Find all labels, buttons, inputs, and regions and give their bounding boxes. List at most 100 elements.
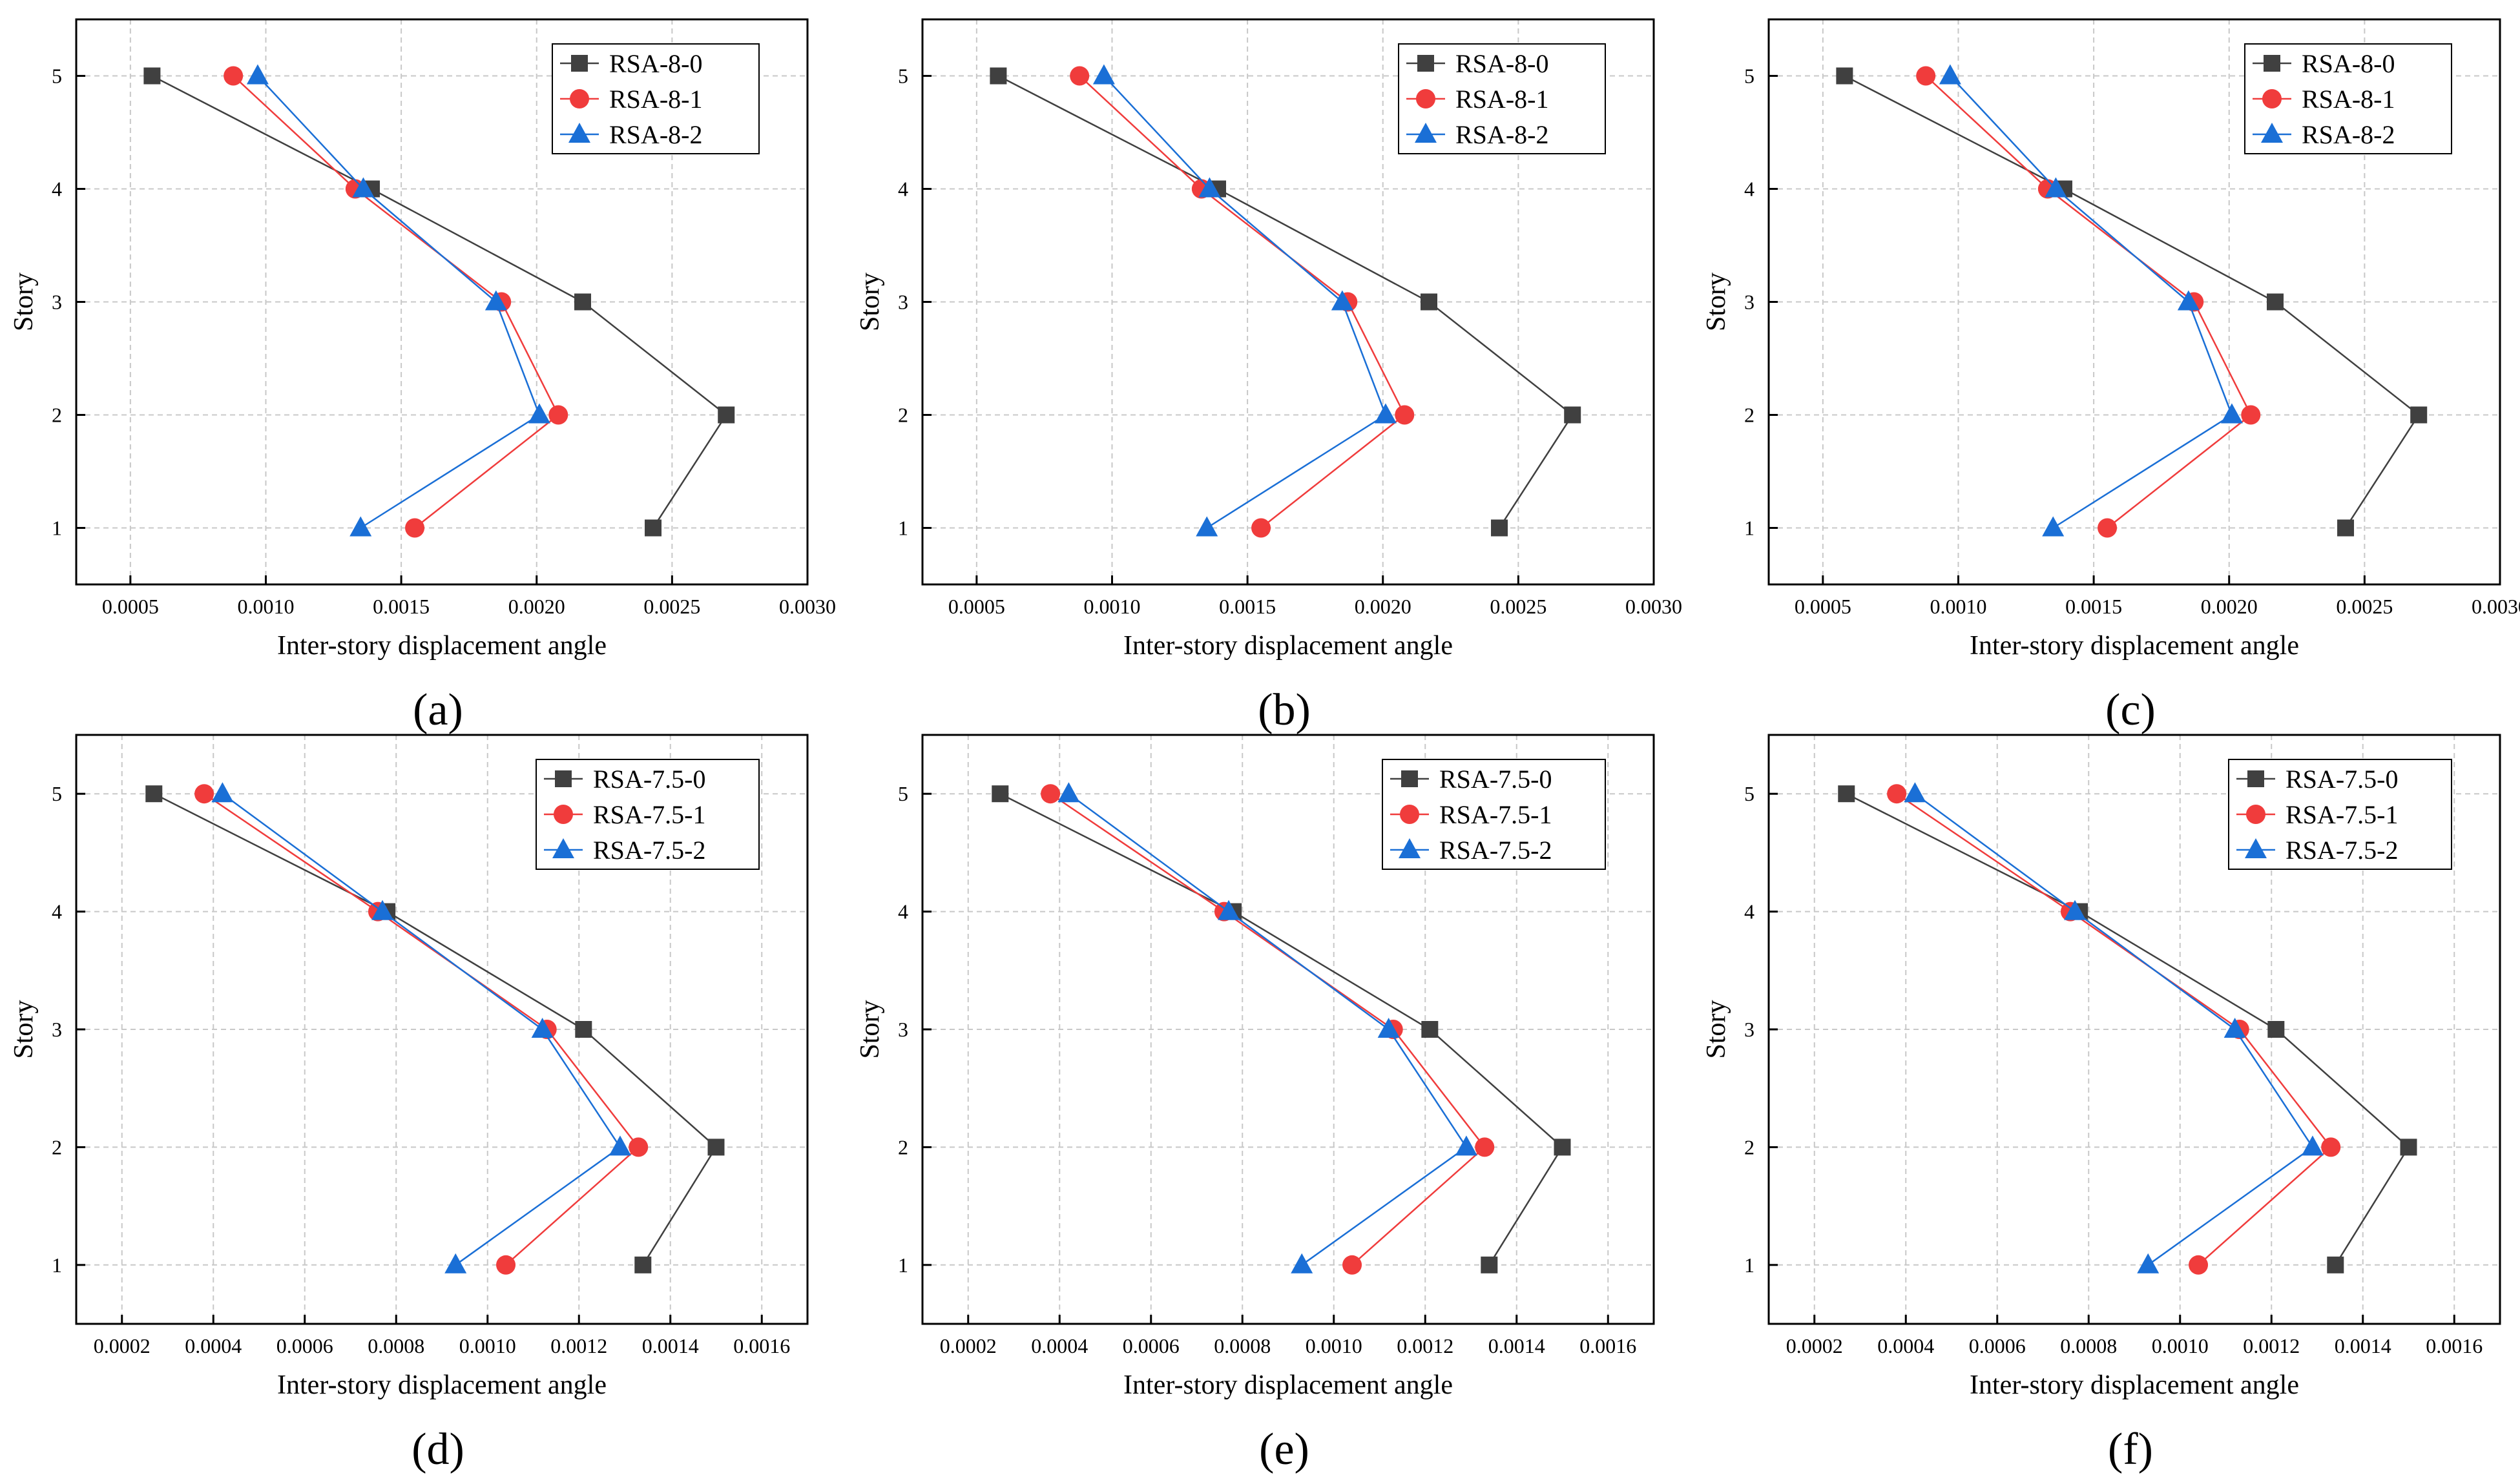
data-point-square [2410,406,2428,424]
data-point-triangle [1057,782,1080,803]
y-tick-label: 4 [52,900,62,923]
data-point-triangle [1904,782,1926,803]
x-tick-label: 0.0010 [1930,595,1986,618]
x-tick-label: 0.0008 [2060,1334,2117,1357]
x-tick-label: 0.0006 [1123,1334,1180,1357]
x-tick-label: 0.0010 [2152,1334,2209,1357]
chart-panel-e: 0.0002 0.0004 0.0006 0.0008 0.0010 0.0012 0.00… [855,734,1655,1474]
legend-label: RSA-8-1 [1455,85,1548,114]
x-tick-label: 0.0020 [2201,595,2258,618]
y-tick-label: 1 [52,517,62,540]
y-tick-label: 1 [1744,517,1755,540]
legend-label: RSA-7.5-2 [1439,836,1552,865]
x-tick-label: 0.0012 [550,1334,607,1357]
x-axis-title: Inter-story displacement angle [277,1370,607,1400]
y-tick-label: 5 [52,782,62,805]
legend-marker-square [1417,55,1434,72]
series-RSA-7.5-2 [1904,782,2324,1273]
data-point-circle [1342,1255,1362,1275]
data-point-circle [1041,784,1061,804]
legend-label: RSA-8-0 [609,49,702,78]
series-RSA-8-0 [1836,67,2428,537]
data-point-circle [2098,518,2118,538]
x-tick-label: 0.0008 [368,1334,424,1357]
y-tick-label: 1 [898,517,908,540]
x-tick-label: 0.0025 [2336,595,2393,618]
x-tick-label: 0.0014 [2335,1334,2391,1357]
data-point-square [1421,293,1438,311]
chart-panel-c: 0.0005 0.0010 0.0015 0.0020 0.0025 0.0030 1 2 3 4… [1702,18,2520,735]
data-point-square [1554,1139,1571,1156]
data-point-circle [548,405,568,425]
x-tick-label: 0.0012 [2243,1334,2300,1357]
data-point-square [1838,785,1855,803]
y-axis-title: Story [9,273,39,331]
legend-marker-triangle [552,838,574,858]
y-tick-label: 5 [898,65,908,88]
data-point-triangle [352,177,375,198]
data-point-square [2267,1021,2285,1038]
y-tick-label: 1 [52,1253,62,1277]
x-tick-label: 0.0005 [948,595,1005,618]
y-tick-label: 2 [52,1135,62,1159]
legend: RSA-7.5-0 RSA-7.5-1 RSA-7.5-2 [536,759,760,870]
legend-label: RSA-8-2 [609,120,702,149]
data-point-circle [1916,66,1936,86]
y-tick-label: 4 [1744,178,1755,201]
data-point-triangle [246,64,269,85]
data-point-triangle [371,900,394,920]
panel-label: (e) [1259,1425,1309,1474]
legend-marker-triangle [2245,838,2267,858]
data-point-circle [2321,1137,2341,1157]
series-RSA-7.5-2 [1057,782,1477,1273]
y-tick-label: 1 [1744,1253,1755,1277]
data-point-triangle [2137,1253,2160,1273]
data-point-square [707,1139,725,1156]
data-point-triangle [2301,1135,2324,1156]
data-point-triangle [1455,1135,1477,1156]
y-axis-title: Story [1702,1000,1731,1058]
chart-panel-d: 0.0002 0.0004 0.0006 0.0008 0.0010 0.0012 0.00… [9,734,809,1474]
panel-label: (a) [413,685,463,735]
legend-label: RSA-7.5-1 [593,800,705,829]
x-tick-label: 0.0025 [1490,595,1546,618]
legend-marker-triangle [568,123,590,143]
data-point-triangle [1331,290,1353,311]
data-point-circle [496,1255,516,1275]
panel-label: (f) [2108,1425,2153,1474]
data-point-triangle [2177,290,2200,311]
series-RSA-8-2 [246,64,550,537]
x-tick-label: 0.0016 [1579,1334,1636,1357]
data-point-square [718,406,735,424]
legend-marker-square [1401,770,1418,787]
panel-label: (c) [2105,685,2156,735]
x-tick-label: 0.0008 [1214,1334,1271,1357]
y-tick-label: 2 [898,1135,908,1159]
x-tick-label: 0.0020 [1355,595,1411,618]
x-tick-label: 0.0010 [459,1334,516,1357]
y-tick-label: 3 [52,291,62,314]
chart-panel-f: 0.0002 0.0004 0.0006 0.0008 0.0010 0.0012 0.00… [1702,734,2501,1474]
data-point-square [1481,1256,1498,1273]
chart-panel-a: 0.0005 0.0010 0.0015 0.0020 0.0025 0.0030 1 2 3 4… [9,18,836,735]
legend-label: RSA-7.5-0 [1439,765,1552,794]
y-axis-title: Story [9,1000,39,1058]
y-tick-label: 3 [52,1018,62,1041]
y-tick-label: 5 [898,782,908,805]
data-point-triangle [1939,64,1961,85]
legend-label: RSA-8-0 [1455,49,1548,78]
data-point-square [574,293,592,311]
legend-marker-circle [1400,805,1419,824]
legend-label: RSA-8-0 [2302,49,2395,78]
x-axis-title: Inter-story displacement angle [277,631,607,661]
legend-marker-square [2264,55,2280,72]
legend-marker-square [555,770,572,787]
data-point-triangle [349,516,372,537]
x-tick-label: 0.0004 [1877,1334,1934,1357]
x-tick-label: 0.0005 [1795,595,1851,618]
y-tick-label: 3 [1744,291,1755,314]
legend-marker-circle [1416,89,1435,108]
series-RSA-8-2 [1092,64,1397,537]
x-tick-label: 0.0005 [102,595,159,618]
